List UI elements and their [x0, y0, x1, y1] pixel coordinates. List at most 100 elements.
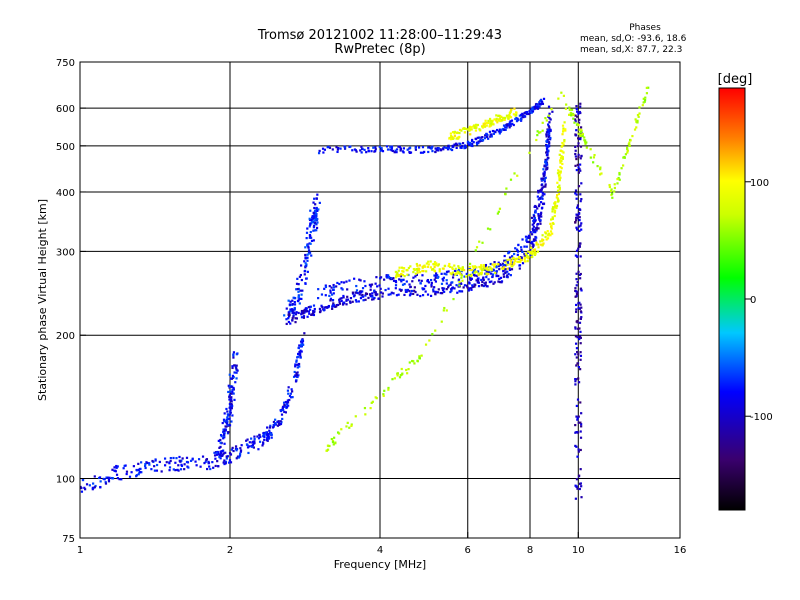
echo-point [503, 266, 506, 269]
echo-point [339, 147, 342, 150]
echo-point [575, 415, 578, 418]
echo-point [375, 276, 378, 279]
echo-point [413, 362, 416, 365]
echo-point [404, 288, 407, 292]
echo-point [266, 434, 270, 437]
echo-point [417, 146, 421, 149]
echo-point [219, 441, 222, 444]
echo-point [508, 267, 511, 270]
echo-point [228, 393, 232, 397]
echo-point [206, 467, 209, 471]
echo-point [535, 243, 538, 246]
chart-title: Tromsø 20121002 11:28:00–11:29:43 [257, 28, 502, 43]
echo-point [428, 339, 431, 342]
echo-point [355, 289, 359, 292]
echo-point [491, 263, 494, 266]
echo-point [315, 206, 318, 210]
echo-point [541, 234, 544, 237]
echo-point [572, 117, 575, 120]
echo-point [303, 260, 306, 263]
echo-point [307, 310, 310, 313]
echo-point [459, 267, 462, 270]
echo-point [283, 314, 286, 317]
echo-point [537, 212, 540, 216]
echo-point [228, 385, 232, 388]
echo-point [473, 124, 476, 127]
echo-point [334, 441, 337, 444]
echo-point [515, 120, 519, 123]
echo-point [137, 473, 140, 476]
echo-point [328, 444, 331, 448]
echo-point [391, 378, 394, 381]
echo-point [228, 402, 232, 406]
echo-point [537, 246, 540, 249]
echo-point [432, 267, 435, 271]
echo-point [362, 299, 365, 302]
echo-point [312, 239, 315, 242]
echo-point [99, 485, 102, 489]
echo-point [470, 268, 474, 272]
echo-point [405, 269, 408, 272]
echo-point [427, 281, 431, 284]
echo-point [577, 155, 580, 158]
echo-point [583, 136, 586, 139]
echo-point [387, 293, 390, 296]
echo-point [555, 206, 558, 210]
echo-point [91, 486, 94, 489]
echo-point [344, 146, 347, 149]
echo-point [256, 435, 259, 438]
echo-point [574, 326, 577, 329]
echo-point [360, 291, 363, 294]
echo-point [374, 282, 377, 285]
echo-point [500, 129, 503, 132]
echo-point [284, 411, 288, 414]
echo-point [431, 333, 434, 336]
echo-point [580, 228, 583, 231]
echo-point [219, 457, 222, 460]
echo-point [338, 282, 341, 286]
echo-point [373, 289, 376, 293]
echo-point [535, 229, 538, 232]
echo-point [574, 295, 577, 298]
echo-point [526, 260, 529, 263]
echo-point [309, 222, 312, 225]
echo-point [577, 137, 580, 140]
echo-point [511, 122, 514, 125]
echo-point [312, 224, 316, 228]
echo-point [379, 276, 383, 279]
echo-point [571, 112, 574, 115]
y-tick-label: 400 [56, 188, 75, 199]
echo-point [469, 273, 472, 277]
echo-point [490, 133, 493, 136]
echo-point [154, 458, 157, 461]
echo-point [293, 300, 296, 304]
echo-point [544, 232, 548, 235]
echo-point [329, 297, 333, 300]
echo-point [435, 272, 438, 275]
echo-point [545, 133, 548, 136]
echo-point [574, 219, 578, 222]
echo-point [122, 467, 125, 470]
echo-point [540, 211, 543, 214]
echo-point [230, 398, 233, 401]
echo-point [329, 289, 332, 292]
echo-point [575, 105, 578, 108]
echo-point [128, 475, 132, 478]
echo-point [169, 456, 172, 460]
echo-point [470, 126, 473, 129]
echo-point [532, 213, 535, 217]
echo-point [489, 119, 492, 123]
echo-point [482, 264, 485, 267]
echo-point [194, 460, 197, 463]
echo-point [577, 142, 580, 145]
colorbar-tick-label: -100 [750, 412, 773, 423]
echo-point [540, 188, 543, 192]
echo-point [559, 149, 562, 152]
echo-point [483, 137, 487, 140]
echo-point [506, 116, 509, 119]
echo-point [323, 287, 326, 290]
echo-point [397, 145, 400, 148]
echo-point [225, 455, 228, 458]
echo-point [116, 465, 119, 468]
echo-point [178, 455, 181, 459]
